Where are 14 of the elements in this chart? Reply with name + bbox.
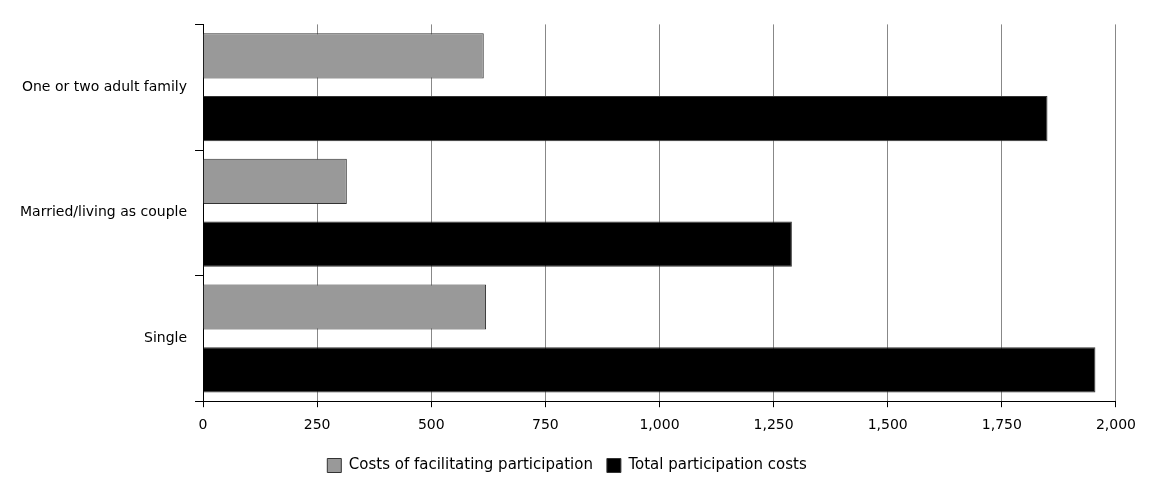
x-tick-label: 2,000 [1095,416,1137,433]
legend-label: Total participation costs [627,455,807,474]
y-tick-label: One or two adult family [21,77,188,94]
x-tick-label: 0 [198,416,208,433]
x-tick-label: 1,500 [867,416,908,433]
y-tick-label: Married/living as couple [20,203,188,220]
x-tick-label: 500 [417,416,445,433]
x-tick-label: 1,000 [639,416,680,433]
x-tick-label: 1,250 [753,416,794,433]
y-tick-label: Single [144,329,188,346]
x-tick-label: 1,750 [981,416,1022,433]
x-tick-label: 250 [303,416,331,433]
legend-label: Costs of facilitating participation [348,455,593,474]
x-tick-label: 750 [532,416,559,433]
